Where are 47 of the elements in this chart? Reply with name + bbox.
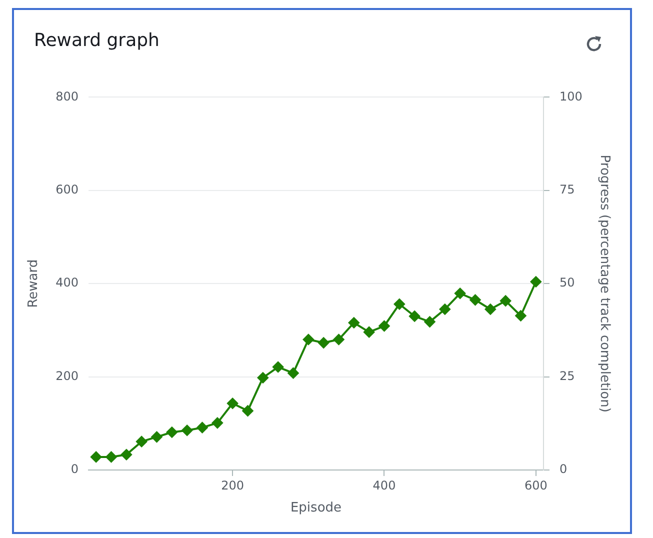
point (500, 295, 512, 306)
x-tick-label: 200 (221, 478, 244, 492)
y-tick-label: 800 (56, 89, 79, 104)
y-tick-label: 200 (56, 368, 79, 383)
point (196, 422, 208, 434)
point (484, 304, 496, 315)
point (454, 288, 466, 299)
y-axis-title: Reward (26, 259, 42, 308)
point (90, 451, 102, 462)
point (378, 320, 390, 332)
y-tick-label: 600 (56, 182, 79, 197)
x-tick-label: 600 (524, 478, 548, 492)
point (257, 372, 268, 384)
point (166, 426, 178, 438)
y2-tick-label: 75 (559, 182, 575, 197)
y2-tick-label: 25 (559, 368, 575, 383)
point (302, 334, 314, 346)
point (242, 405, 254, 416)
point (515, 310, 526, 322)
point (470, 294, 481, 306)
point (530, 276, 542, 288)
point (212, 417, 223, 428)
y-tick-label: 0 (70, 462, 79, 476)
point (318, 337, 330, 348)
x-tick-label: 400 (372, 478, 396, 492)
y-tick-label: 400 (56, 276, 79, 290)
y2-tick-label: 100 (559, 89, 582, 104)
chart-title: Reward graph (34, 30, 160, 51)
point (333, 334, 344, 346)
point (288, 368, 299, 379)
point (272, 362, 284, 373)
point (364, 326, 375, 338)
point (348, 317, 360, 328)
y2-axis-title: Progress (percentage track completion) (596, 154, 612, 412)
point (182, 424, 193, 436)
point (409, 310, 420, 322)
point (227, 398, 238, 409)
y2-tick-label: 50 (559, 276, 575, 290)
point (120, 449, 132, 460)
point (136, 436, 148, 448)
point (394, 298, 405, 310)
point (439, 304, 450, 315)
point (151, 431, 162, 442)
x-axis-title: Episode (290, 500, 342, 516)
point (106, 451, 117, 462)
point (424, 316, 436, 328)
y2-tick-label: 0 (559, 462, 568, 476)
